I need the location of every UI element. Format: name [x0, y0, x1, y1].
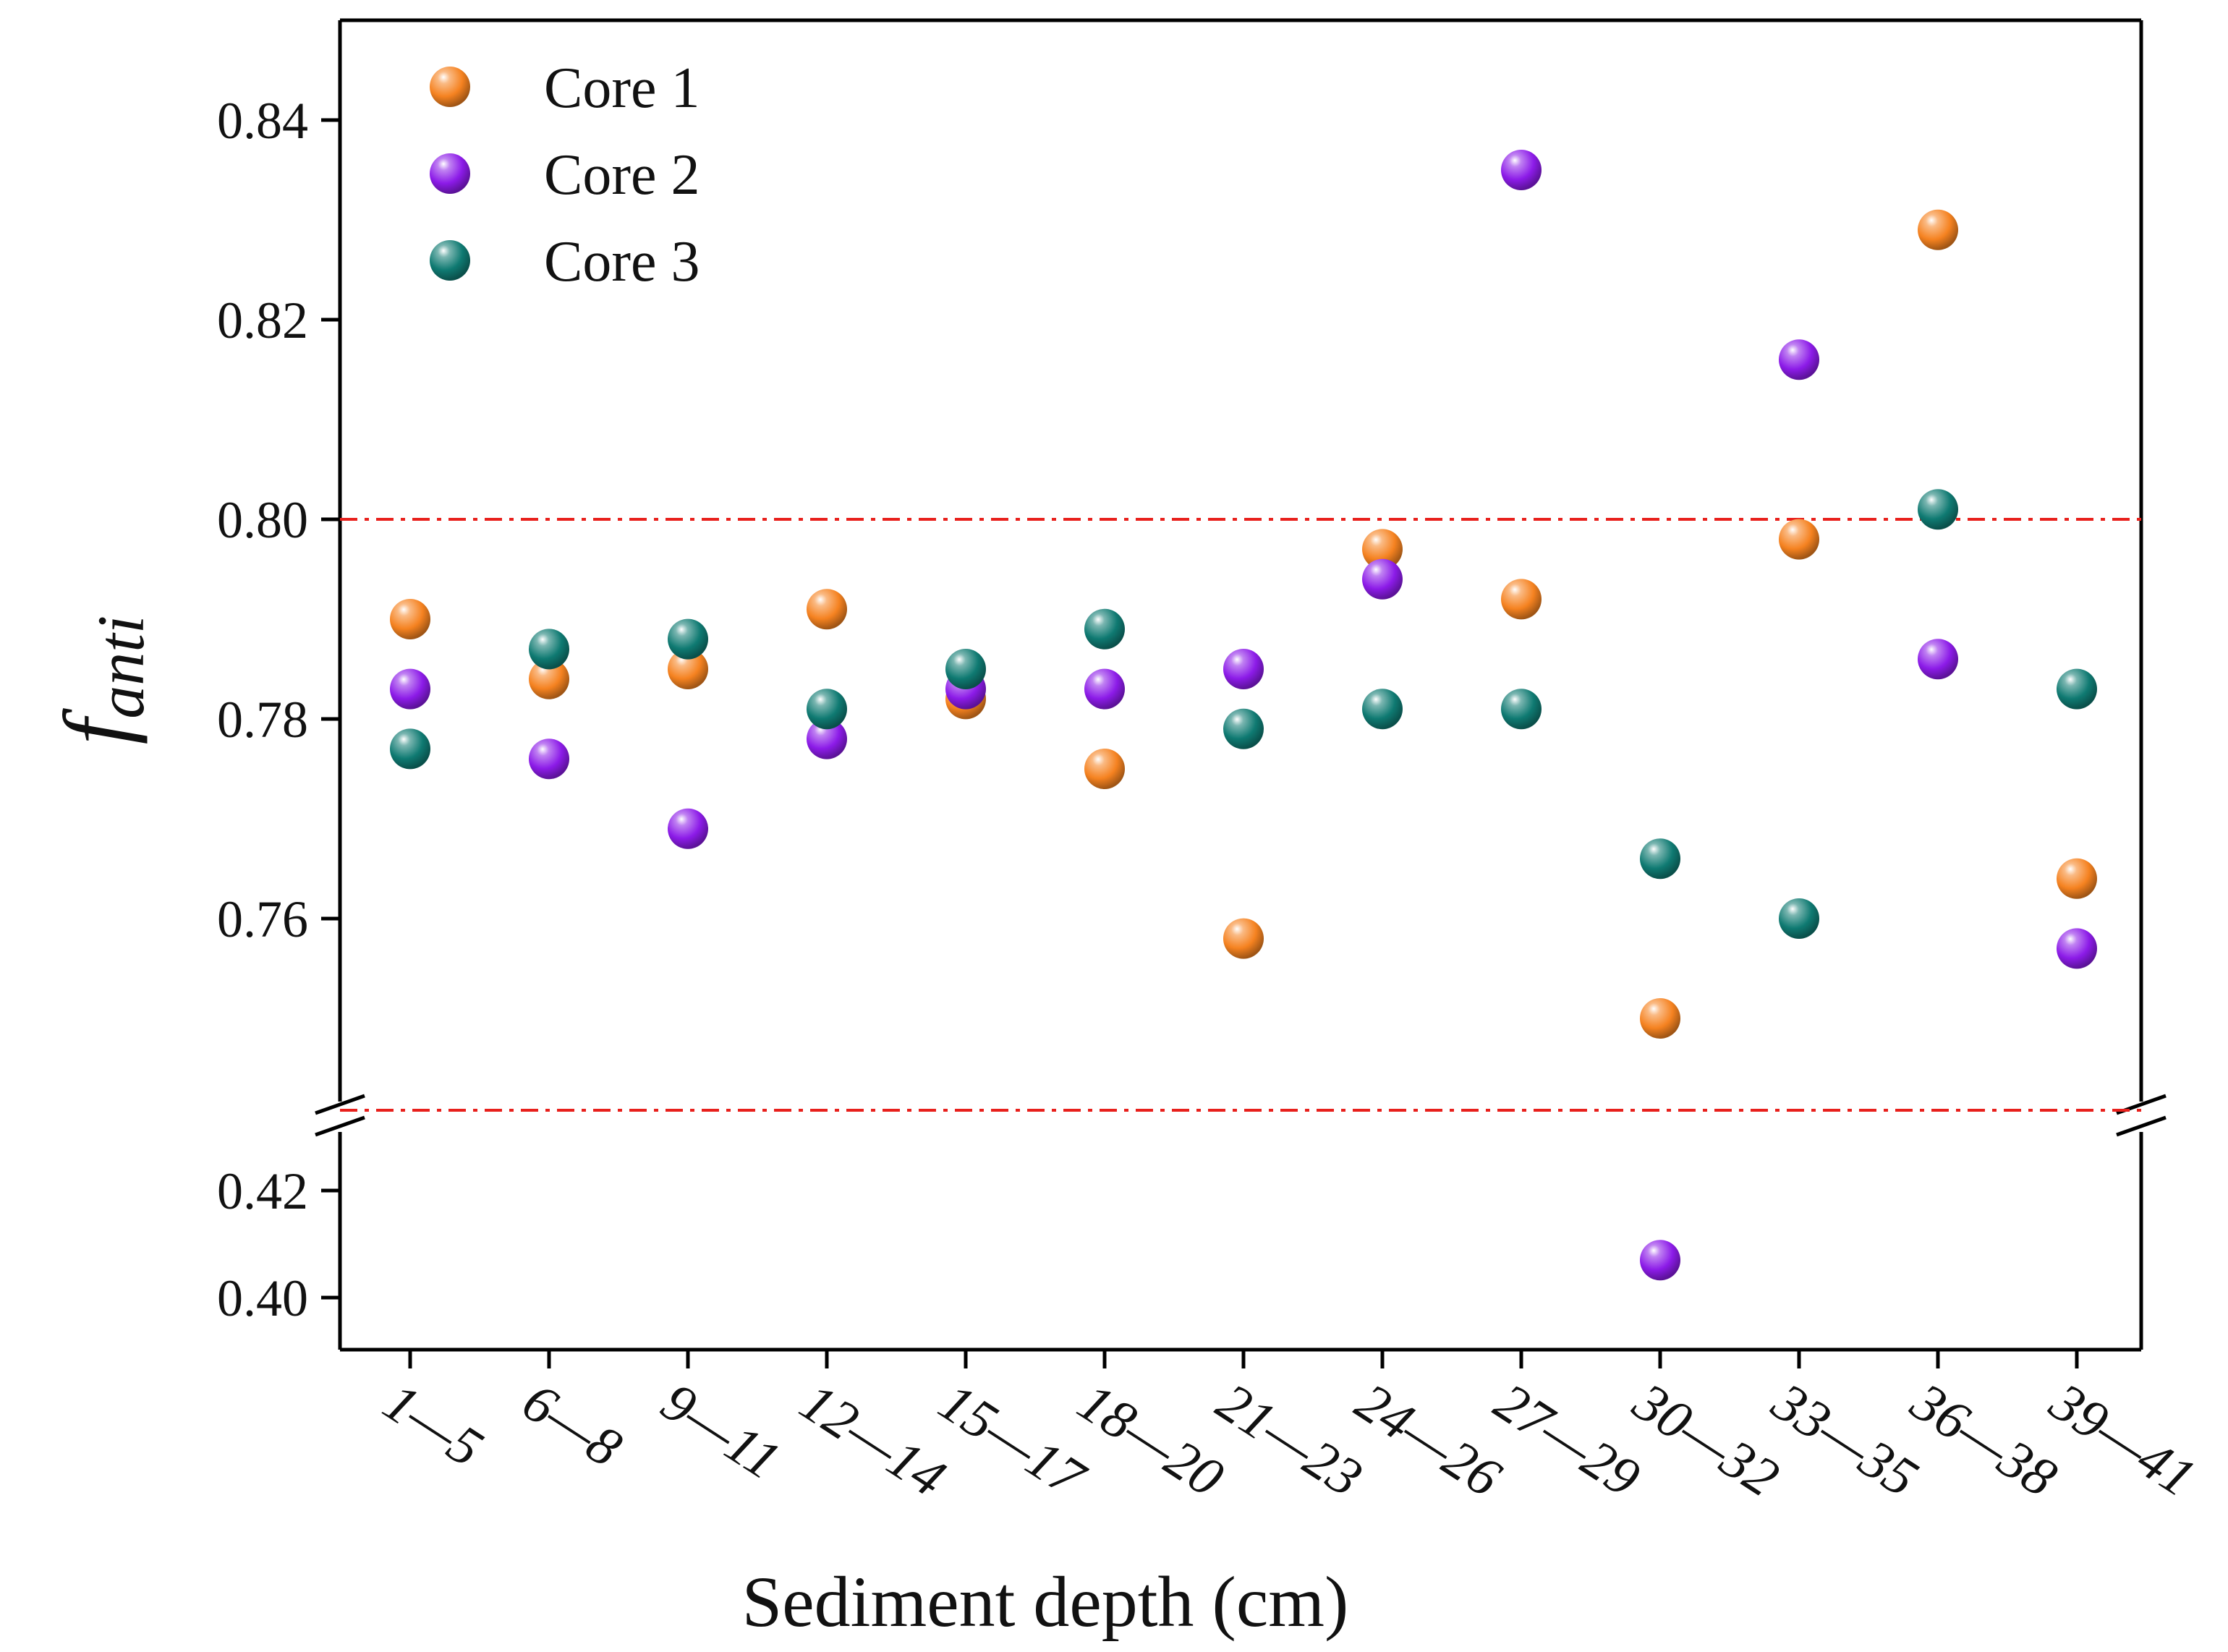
x-tick-label-4: 12—14: [790, 1371, 956, 1509]
point-core-3-10: [1640, 838, 1680, 880]
point-core-1-13: [2057, 858, 2097, 899]
y-tick-0.40-label: 0.40: [217, 1269, 308, 1327]
y-tick-0.78-label: 0.78: [217, 691, 308, 749]
point-core-1-12: [1918, 209, 1958, 250]
point-core-1-10: [1640, 998, 1680, 1039]
point-core-3-12: [1918, 489, 1958, 530]
point-core-1-4: [807, 589, 847, 630]
point-core-3-4: [807, 689, 847, 730]
point-core-3-5: [945, 649, 986, 689]
point-core-2-2: [529, 738, 569, 780]
plot-frame: [315, 18, 2167, 1352]
point-core-2-7: [1223, 649, 1264, 689]
point-core-2-13: [2057, 928, 2097, 969]
legend: Core 1 Core 2 Core 3: [430, 56, 700, 294]
point-core-3-6: [1084, 608, 1125, 650]
y-axis-label: fanti: [45, 616, 158, 745]
point-core-3-13: [2057, 668, 2097, 710]
legend-marker-1: [430, 67, 470, 107]
legend-label-3: Core 3: [544, 230, 700, 294]
point-core-2-1: [390, 668, 430, 710]
point-core-2-10: [1640, 1240, 1680, 1281]
legend-marker-3: [430, 240, 470, 281]
point-core-2-9: [1501, 150, 1542, 190]
x-tick-label-6: 18—20: [1068, 1371, 1234, 1509]
point-core-2-3: [668, 808, 708, 849]
x-tick-label-11: 33—35: [1761, 1371, 1929, 1509]
point-core-2-4: [807, 718, 847, 759]
point-core-3-8: [1362, 689, 1403, 730]
break-mark-left-1: [315, 1094, 365, 1115]
point-core-2-11: [1779, 339, 1819, 380]
point-core-3-7: [1223, 708, 1264, 749]
legend-label-2: Core 2: [544, 143, 700, 207]
point-core-1-8: [1362, 529, 1403, 570]
y-axis-label-sub: anti: [84, 616, 158, 719]
break-mark-left-2: [315, 1115, 365, 1137]
legend-label-1: Core 1: [544, 56, 700, 120]
y-axis: 0.76 0.78 0.80 0.82 0.84 0.40 0.42: [217, 92, 340, 1327]
x-tick-label-10: 30—32: [1623, 1371, 1790, 1509]
point-core-1-3: [668, 649, 708, 689]
point-core-1-9: [1501, 579, 1542, 620]
x-tick-label-5: 15—17: [929, 1371, 1097, 1510]
x-tick-label-1: 1—5: [373, 1371, 493, 1479]
point-core-2-6: [1084, 668, 1125, 710]
data-points: [390, 150, 2097, 1281]
point-core-2-12: [1918, 639, 1958, 680]
break-mark-right-2: [2116, 1115, 2167, 1137]
point-core-3-9: [1501, 689, 1542, 730]
x-tick-label-3: 9—11: [651, 1371, 791, 1491]
point-core-2-8: [1362, 558, 1403, 600]
y-tick-0.76-label: 0.76: [217, 890, 308, 948]
point-core-1-7: [1223, 918, 1264, 959]
legend-marker-2: [430, 153, 470, 194]
x-axis-label: Sediment depth (cm): [742, 1562, 1349, 1642]
y-tick-0.42-label: 0.42: [217, 1162, 308, 1220]
x-tick-label-7: 21—23: [1207, 1371, 1373, 1509]
point-core-1-1: [390, 599, 430, 639]
point-core-3-3: [668, 618, 708, 660]
x-tick-label-12: 36—38: [1900, 1371, 2067, 1509]
point-core-3-1: [390, 728, 430, 770]
y-tick-0.84-label: 0.84: [217, 92, 308, 150]
x-tick-label-2: 6—8: [512, 1371, 632, 1479]
point-core-1-11: [1779, 519, 1819, 560]
point-core-1-6: [1084, 749, 1125, 789]
x-tick-label-13: 39—41: [2039, 1371, 2206, 1509]
point-core-1-2: [529, 658, 569, 699]
y-tick-0.82-label: 0.82: [217, 291, 308, 349]
x-tick-label-8: 24—26: [1345, 1371, 1512, 1509]
x-axis: 1—5 6—8 9—1112—1415—1718—2021—2324—2627—29…: [373, 1350, 2206, 1510]
y-tick-0.80-label: 0.80: [217, 491, 308, 549]
x-tick-label-9: 27—29: [1484, 1371, 1651, 1509]
point-core-3-2: [529, 629, 569, 670]
point-core-3-11: [1779, 898, 1819, 939]
reference-lines: [340, 518, 2141, 1112]
